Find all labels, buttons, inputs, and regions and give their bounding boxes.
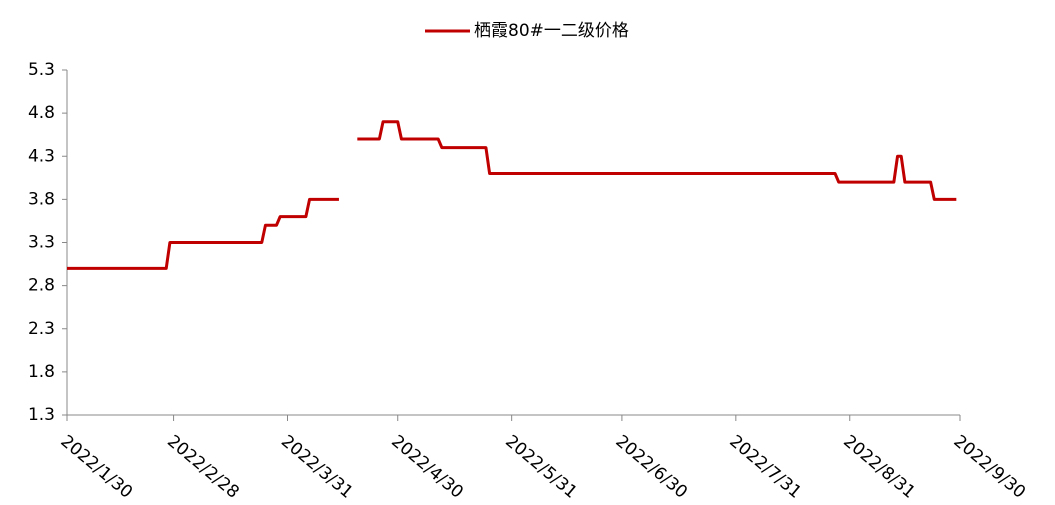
legend-label: 栖霞80#一二级价格	[474, 21, 629, 41]
x-tick-label: 2022/5/31	[501, 431, 581, 502]
y-tick-label: 2.8	[28, 276, 55, 296]
y-tick-label: 4.3	[28, 146, 55, 166]
x-tick-label: 2022/6/30	[611, 431, 691, 502]
x-tick-label: 2022/7/31	[725, 431, 805, 502]
x-tick-label: 2022/4/30	[387, 431, 467, 502]
x-tick-label: 2022/9/30	[950, 431, 1030, 502]
price-line	[67, 120, 957, 270]
x-tick-label: 2022/1/30	[57, 431, 137, 502]
y-tick-label: 3.3	[28, 233, 55, 253]
y-tick-label: 1.3	[28, 405, 55, 425]
x-tick-label: 2022/2/28	[163, 431, 243, 502]
x-tick-label: 2022/8/31	[839, 431, 919, 502]
y-tick-label: 3.8	[28, 189, 55, 209]
x-tick-label: 2022/3/31	[277, 431, 357, 502]
y-tick-label: 5.3	[28, 60, 55, 80]
y-tick-label: 2.3	[28, 319, 55, 339]
y-tick-label: 4.8	[28, 103, 55, 123]
y-tick-label: 1.8	[28, 362, 55, 382]
